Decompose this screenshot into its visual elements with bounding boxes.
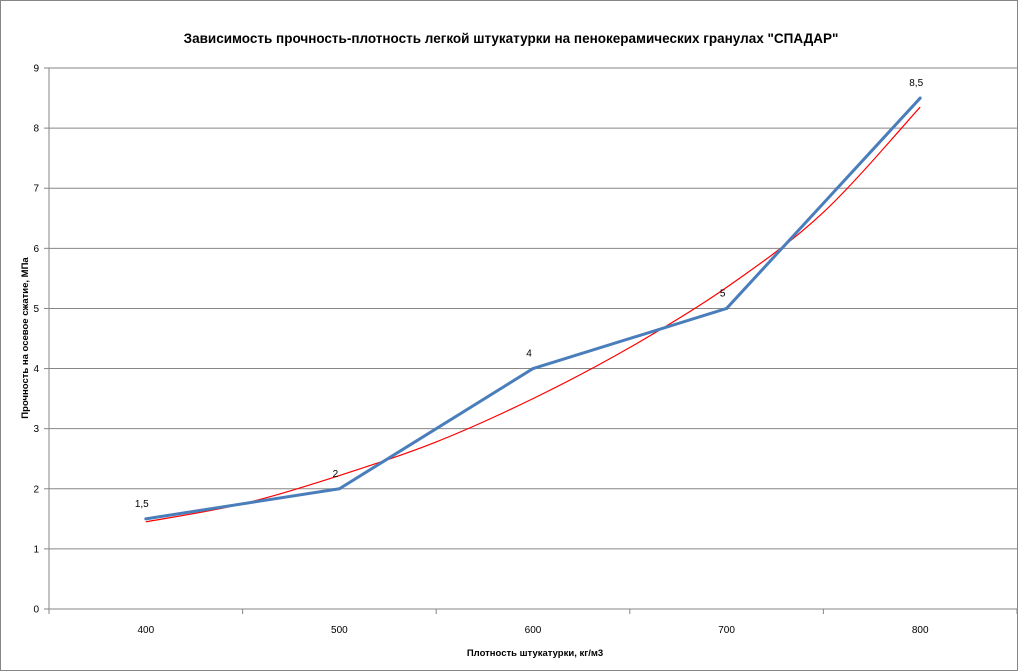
data-label: 1,5 <box>135 499 149 510</box>
y-tick-label: 0 <box>33 605 39 616</box>
data-point <box>337 487 341 491</box>
data-point <box>725 306 729 310</box>
axes <box>44 67 1017 614</box>
y-tick-label: 8 <box>33 124 39 135</box>
y-tick-label: 9 <box>33 64 39 75</box>
y-tick-label: 6 <box>33 244 39 255</box>
trendline <box>145 106 921 523</box>
data-point <box>144 517 148 521</box>
data-label: 5 <box>720 288 726 299</box>
data-label: 4 <box>526 349 532 360</box>
y-tick-label: 3 <box>33 424 39 435</box>
x-tick-label: 600 <box>525 625 542 636</box>
data-labels: 1,5 2 4 5 8,5 <box>135 78 924 510</box>
x-tick-label: 400 <box>137 625 154 636</box>
trendline-layer <box>145 106 921 523</box>
y-tick-label: 5 <box>33 304 39 315</box>
x-axis-title: Плотность штукатурки, кг/м3 <box>467 648 603 659</box>
y-axis-title: Прочность на осевое сжатие, МПа <box>20 257 31 419</box>
x-tick-labels: 400 500 600 700 800 <box>137 625 929 636</box>
y-tick-label: 2 <box>33 484 39 495</box>
data-point <box>918 96 922 100</box>
x-tick-label: 500 <box>331 625 348 636</box>
y-tick-label: 4 <box>33 364 39 375</box>
y-tick-labels: 0 1 2 3 4 5 6 7 8 9 <box>33 64 39 616</box>
y-tick-label: 1 <box>33 544 39 555</box>
x-tick-label: 800 <box>912 625 929 636</box>
data-label: 8,5 <box>909 78 923 89</box>
chart-title: Зависимость прочность-плотность легкой ш… <box>184 31 839 46</box>
data-point <box>531 367 535 371</box>
x-tick-label: 700 <box>718 625 735 636</box>
series-layer <box>144 96 922 521</box>
data-label: 2 <box>333 469 339 480</box>
gridlines <box>49 67 1017 550</box>
y-tick-label: 7 <box>33 184 39 195</box>
